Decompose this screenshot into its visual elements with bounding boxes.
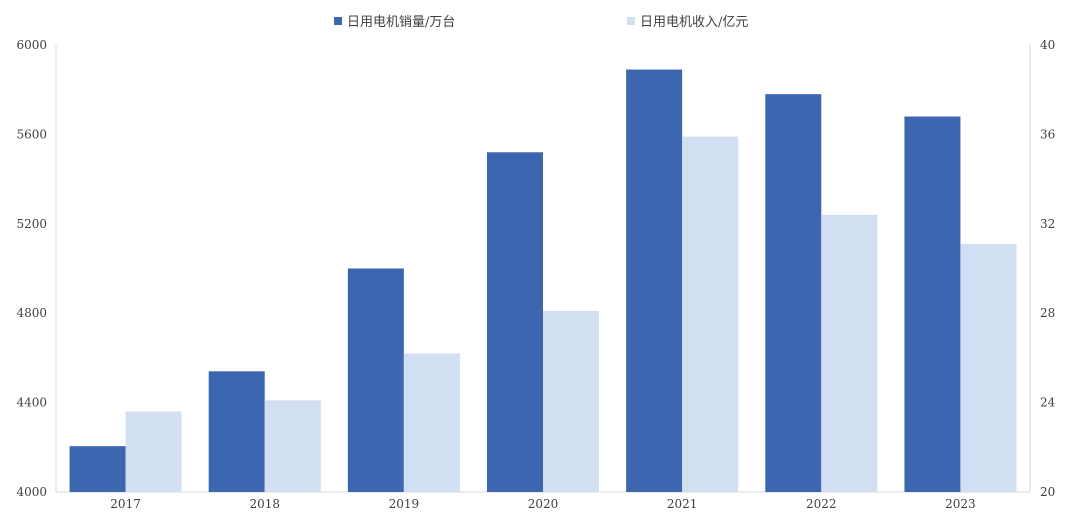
x-tick-label: 2017 (110, 497, 141, 511)
bar-revenue-2017 (125, 411, 182, 492)
y-right-tick-label: 40 (1040, 38, 1055, 52)
x-tick-label: 2018 (249, 497, 280, 511)
x-tick-label: 2023 (945, 497, 976, 511)
y-left-tick-label: 4400 (16, 396, 47, 410)
bar-revenue-2019 (403, 353, 460, 492)
legend-label-revenue: 日用电机收入/亿元 (640, 15, 748, 30)
bar-sales-2022 (765, 94, 822, 493)
y-right-tick-label: 20 (1040, 485, 1055, 499)
bar-revenue-2018 (264, 400, 321, 492)
bar-sales-2018 (208, 371, 265, 492)
legend-label-sales: 日用电机销量/万台 (347, 15, 455, 30)
y-left-tick-label: 4000 (16, 485, 47, 499)
legend-swatch-revenue (627, 17, 635, 25)
bar-sales-2017 (69, 446, 126, 492)
bar-sales-2020 (487, 152, 543, 492)
y-right-tick-label: 28 (1040, 306, 1055, 320)
bars (69, 69, 1017, 493)
y-left-tick-label: 5200 (16, 217, 47, 231)
bar-sales-2023 (904, 116, 961, 493)
bar-revenue-2021 (682, 136, 739, 492)
y-right-tick-label: 32 (1040, 217, 1055, 231)
x-tick-label: 2020 (528, 497, 559, 511)
legend: 日用电机销量/万台 日用电机收入/亿元 (334, 15, 748, 30)
y-right-tick-label: 24 (1040, 396, 1056, 410)
bar-sales-2019 (347, 268, 404, 492)
x-tick-label: 2019 (389, 497, 420, 511)
x-tick-label: 2022 (806, 497, 837, 511)
x-tick-label: 2021 (667, 497, 698, 511)
bar-sales-2021 (626, 69, 683, 493)
tick-labels: 2017 2018 2019 2020 2021 2022 2023 4000 4400 4800… (16, 38, 1055, 511)
y-left-tick-label: 5600 (16, 127, 47, 141)
y-right-tick-label: 36 (1040, 127, 1055, 141)
legend-swatch-sales (334, 17, 342, 25)
y-left-tick-label: 6000 (16, 38, 47, 52)
bar-revenue-2023 (960, 243, 1017, 492)
y-left-tick-label: 4800 (16, 306, 47, 320)
bar-revenue-2020 (543, 310, 599, 492)
bar-revenue-2022 (821, 214, 878, 493)
